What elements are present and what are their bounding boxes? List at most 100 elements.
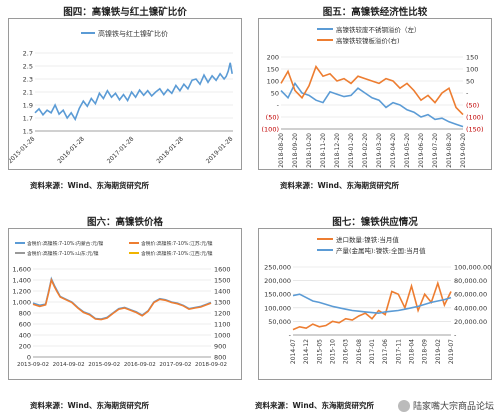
fig6-ytick-right: 1300 xyxy=(214,299,231,307)
fig5-xtick: 2019-04-20 xyxy=(390,133,397,168)
fig4-ytick-left: 2.5 xyxy=(23,63,33,71)
fig6-series-line-1 xyxy=(32,277,212,321)
fig6-ytick-left: 1,000 xyxy=(12,299,31,307)
fig7-panel: - 50,000 100,000 150,000 200,000 250,000 - 20,0… xyxy=(258,228,492,380)
fig6-ytick-right: 1000 xyxy=(214,332,231,340)
fig6-xtick: 2015-09-02 xyxy=(88,362,120,368)
fig4-ytick-left: 1.5 xyxy=(23,128,33,136)
fig5-xtick: 2018-09-20 xyxy=(292,133,299,168)
fig7-xtick: 2018-09 xyxy=(422,339,429,364)
fig6-chart: 0 200 400 600 800 1,000 1,200 1,400 1,600 800 900 1… xyxy=(12,240,231,368)
fig4-ytick-left: 1.7 xyxy=(23,115,33,123)
fig6-legend-label: 含税价:高镍铁:7-10%:江苏:元/镍 xyxy=(141,240,213,247)
fig7-xtick: 2015-05 xyxy=(316,339,323,364)
fig6-ytick-left: 600 xyxy=(19,321,31,329)
fig5-xtick: 2019-05-20 xyxy=(404,133,411,168)
fig7-ytick-right: 100,000.00 xyxy=(454,264,491,272)
fig5-ytick-left: 200 xyxy=(267,54,279,62)
fig5-ytick-left: (50) xyxy=(266,114,279,122)
fig7-xtick: 2019-07 xyxy=(448,339,455,364)
fig7-legend-label: 进口数量:镍铁:当月值 xyxy=(336,235,399,244)
fig5-ytick-right: (150) xyxy=(466,126,483,134)
fig5-ytick-right: 50 xyxy=(466,78,474,86)
fig4-ytick-left: 2.7 xyxy=(23,50,33,58)
fig7-ytick-right: 60,000.00 xyxy=(454,291,487,299)
fig5-xtick: 2019-03-20 xyxy=(376,133,383,168)
fig6-ytick-right: 1200 xyxy=(214,310,231,318)
fig4-ytick-left: 2.1 xyxy=(23,89,33,97)
fig4-title: 图四：高镍铁与红土镍矿比价 xyxy=(63,7,187,18)
fig7-ytick-left: 100,000 xyxy=(264,304,291,312)
fig5-ytick-left: 50 xyxy=(271,90,279,98)
fig6-source: 资料来源：Wind、东海期货研究所 xyxy=(30,401,150,410)
fig6-legend-label: 含税价:高镍铁:7-10%:山东:元/镍 xyxy=(27,250,99,257)
fig7-ytick-left: - xyxy=(289,332,292,340)
fig7-series-line-0 xyxy=(292,280,452,331)
fig7-xtick: 2016-03 xyxy=(343,339,350,364)
fig6-ytick-right: 800 xyxy=(214,354,226,362)
fig4-chart: 1.5 1.7 1.9 2.1 2.3 2.5 2.7 2015-01-28 2016-01-2… xyxy=(7,29,235,165)
fig5-xtick: 2019-08-20 xyxy=(446,133,453,168)
fig7-xtick: 2017-01 xyxy=(369,339,376,364)
fig5-ytick-right: - xyxy=(466,90,469,98)
fig6-ytick-right: 1500 xyxy=(214,277,231,285)
fig6-xtick: 2014-09-02 xyxy=(53,362,85,368)
fig7-ytick-right: 80,000.00 xyxy=(454,277,487,285)
fig7-source: 资料来源：Wind、东海期货研究所 xyxy=(255,401,375,410)
fig5-xtick: 2019-06-20 xyxy=(418,133,425,168)
fig7-ytick-left: 200,000 xyxy=(264,277,291,285)
fig4-panel: 1.5 1.7 1.9 2.1 2.3 2.5 2.7 2015-01-28 2016-01-2… xyxy=(7,18,242,170)
fig5-ytick-right: 150 xyxy=(466,54,478,62)
fig7-title: 图七：镍铁供应情况 xyxy=(332,217,418,228)
wechat-icon xyxy=(397,399,410,412)
fig5-ytick-right: (100) xyxy=(466,114,483,122)
fig4-xtick: 2015-01-28 xyxy=(9,135,37,165)
fig7-ytick-left: 250,000 xyxy=(264,264,291,272)
fig6-title: 图六：高镍铁价格 xyxy=(86,217,163,228)
fig7-xtick: 2017-11 xyxy=(395,339,402,364)
fig6-panel: 0 200 400 600 800 1,000 1,200 1,400 1,600 800 900 1… xyxy=(8,228,242,380)
fig4-series-line-0 xyxy=(34,62,233,122)
fig6-xtick: 2018-09-02 xyxy=(195,362,227,368)
fig4-ytick-left: 1.9 xyxy=(23,102,33,110)
fig5-ytick-left: (100) xyxy=(262,126,279,134)
fig7-ytick-right: 20,000.00 xyxy=(454,318,487,326)
fig7-xtick: 2016-08 xyxy=(356,339,363,364)
fig4-source: 资料来源：Wind、东海期货研究所 xyxy=(30,181,150,190)
fig6-xtick: 2017-09-02 xyxy=(159,362,191,368)
fig6-ytick-left: 1,200 xyxy=(12,288,31,296)
fig4-xtick: 2019-01-28 xyxy=(205,135,235,165)
fig6-ytick-left: 0 xyxy=(27,354,31,362)
fig7-ytick-left: 150,000 xyxy=(264,291,291,299)
fig7-xtick: 2018-04 xyxy=(409,339,416,364)
fig5-xtick: 2019-09-20 xyxy=(460,133,467,168)
fig5-xtick: 2019-02-20 xyxy=(362,133,369,168)
fig5-chart: (100) (50) - 50 100 150 200 (150) (100) (50) - 50 10… xyxy=(262,25,484,168)
fig6-ytick-right: 1400 xyxy=(214,288,231,296)
fig5-legend-label: 高镍铁较废不锈钢溢价（左） xyxy=(336,25,421,34)
fig7-xtick: 2017-06 xyxy=(382,339,389,364)
fig5-series-line-1 xyxy=(280,64,464,116)
fig5-legend-label: 高镍铁较镍板溢价(右) xyxy=(336,36,400,45)
fig7-xtick: 2014-07 xyxy=(290,339,297,364)
fig5-source: 资料来源：Wind、东海期货研究所 xyxy=(280,181,400,190)
fig4-xtick: 2018-01-28 xyxy=(155,135,185,165)
fig6-legend-label: 含税价:高镍铁:7-10%:内蒙古:元/镍 xyxy=(27,240,103,247)
fig7-ytick-left: 50,000 xyxy=(268,318,291,326)
fig5-xtick: 2018-12-20 xyxy=(334,133,341,168)
fig7-chart: - 50,000 100,000 150,000 200,000 250,000 - 20,0… xyxy=(264,235,491,364)
fig5-xtick: 2018-10-20 xyxy=(306,133,313,168)
fig4-xtick: 2016-01-28 xyxy=(56,135,86,165)
fig5-panel: (100) (50) - 50 100 150 200 (150) (100) (50) - 50 10… xyxy=(258,18,492,170)
fig5-xtick: 2018-08-20 xyxy=(278,133,285,168)
fig4-ytick-left: 2.3 xyxy=(23,76,33,84)
fig5-xtick: 2019-01-20 xyxy=(348,133,355,168)
fig6-ytick-left: 1,400 xyxy=(12,277,31,285)
fig6-ytick-right: 900 xyxy=(214,343,226,351)
fig7-ytick-right: - xyxy=(454,332,457,340)
fig5-xtick: 2019-07-20 xyxy=(432,133,439,168)
watermark: 陆家嘴大宗商品论坛 xyxy=(397,399,494,412)
fig6-xtick: 2013-09-02 xyxy=(17,362,49,368)
fig7-xtick: 2014-12 xyxy=(303,339,310,364)
fig6-xtick: 2016-09-02 xyxy=(124,362,156,368)
